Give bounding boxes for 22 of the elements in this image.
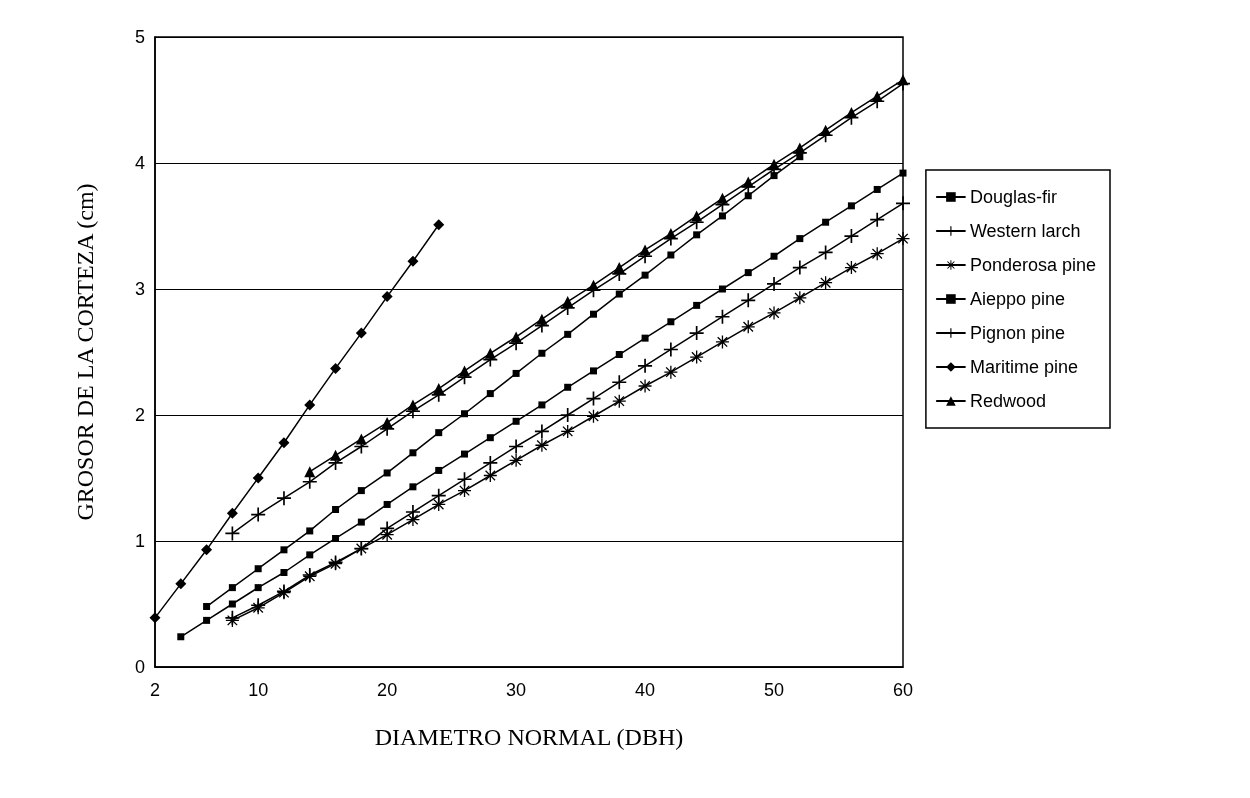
x-tick-label: 10	[248, 680, 269, 700]
legend-label: Pignon pine	[969, 323, 1065, 343]
x-tick-label: 40	[635, 680, 656, 700]
x-tick-label: 2	[149, 680, 161, 700]
legend-label: Ponderosa pine	[969, 255, 1097, 275]
x-tick-label: 30	[506, 680, 527, 700]
y-tick-label: 2	[134, 405, 145, 425]
y-tick-label: 4	[134, 153, 145, 173]
y-axis-title: GROSOR DE LA CORTEZA (cm)	[72, 183, 98, 521]
legend-label: Douglas-fir	[969, 187, 1057, 207]
legend-label: Western larch	[969, 221, 1081, 241]
x-tick-label: 20	[377, 680, 398, 700]
x-tick-label: 60	[892, 680, 914, 700]
legend-label: Maritime pine	[969, 357, 1078, 377]
x-tick-label: 50	[764, 680, 785, 700]
y-tick-label: 1	[134, 531, 145, 551]
y-tick-label: 5	[134, 27, 145, 47]
y-tick-label: 3	[134, 279, 145, 299]
legend-label: Aieppo pine	[969, 289, 1065, 309]
x-axis-title: DIAMETRO NORMAL (DBH)	[374, 724, 684, 750]
legend-label: Redwood	[969, 391, 1046, 411]
y-tick-label: 0	[134, 657, 145, 677]
